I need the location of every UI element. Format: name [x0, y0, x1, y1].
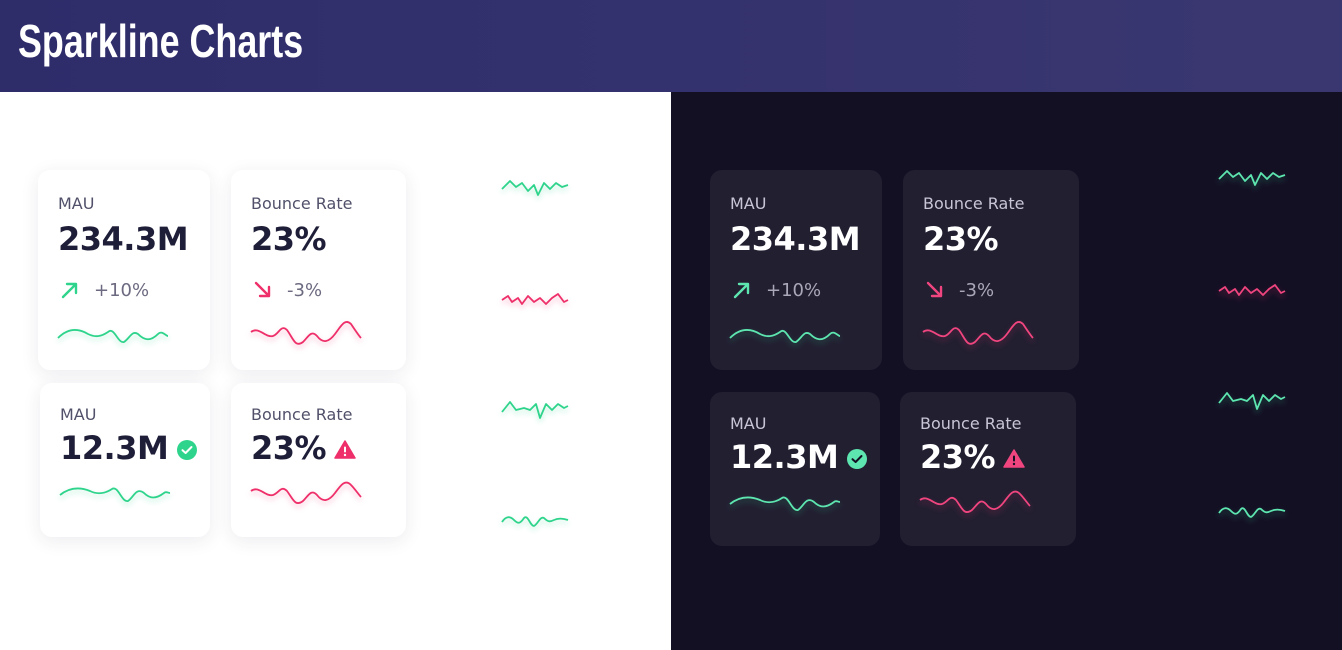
sparkline-chart	[919, 490, 1031, 513]
mau-trend-card[interactable]: MAU 234.3M +10%	[38, 170, 210, 370]
card-label: Bounce Rate	[920, 414, 1022, 433]
warning-triangle-icon	[1003, 449, 1025, 468]
page-title: Sparkline Charts	[18, 15, 304, 67]
standalone-sparkline	[1218, 170, 1286, 186]
card-value: 23%	[251, 429, 356, 467]
card-value: 23%	[251, 220, 327, 258]
bounce-status-card[interactable]: Bounce Rate 23%	[231, 383, 406, 537]
bounce-status-card[interactable]: Bounce Rate 23%	[900, 392, 1076, 546]
value-text: 23%	[920, 438, 996, 476]
trend-row: +10%	[730, 278, 821, 302]
light-theme-panel: MAU 234.3M +10% Bounce Rate 23% -3% MAU …	[0, 92, 671, 650]
sparkline-chart	[922, 321, 1034, 345]
standalone-sparkline	[501, 516, 569, 527]
card-value: 23%	[920, 438, 1025, 476]
sparkline-chart	[59, 487, 171, 502]
bounce-trend-card[interactable]: Bounce Rate 23% -3%	[903, 170, 1079, 370]
mau-status-card[interactable]: MAU 12.3M	[710, 392, 880, 546]
card-label: Bounce Rate	[251, 194, 353, 213]
card-label: MAU	[730, 194, 767, 213]
trend-change: +10%	[94, 279, 150, 301]
sparkline-chart	[250, 481, 362, 504]
card-label: MAU	[730, 414, 767, 433]
standalone-sparkline	[501, 180, 569, 196]
card-value: 12.3M	[60, 429, 198, 467]
arrow-up-right-icon	[733, 282, 750, 299]
trend-row: -3%	[251, 278, 322, 302]
trend-change: -3%	[287, 279, 323, 301]
trend-change: +10%	[766, 279, 822, 301]
sparkline-chart	[57, 329, 169, 343]
mau-trend-card[interactable]: MAU 234.3M +10%	[710, 170, 882, 370]
sparkline-chart	[729, 496, 841, 511]
check-circle-icon	[847, 449, 868, 469]
card-value: 234.3M	[730, 220, 861, 258]
standalone-sparkline	[1218, 284, 1286, 296]
sparkline-chart	[250, 321, 362, 345]
warning-triangle-icon	[334, 440, 356, 459]
arrow-up-right-icon	[61, 282, 78, 299]
standalone-sparkline	[1218, 392, 1286, 410]
trend-row: -3%	[923, 278, 994, 302]
card-label: MAU	[60, 405, 97, 424]
card-label: Bounce Rate	[923, 194, 1025, 213]
trend-row: +10%	[58, 278, 149, 302]
card-label: Bounce Rate	[251, 405, 353, 424]
sparkline-chart	[729, 329, 841, 343]
value-text: 12.3M	[60, 429, 169, 467]
standalone-sparkline	[501, 293, 569, 305]
trend-change: -3%	[959, 279, 995, 301]
arrow-down-right-icon	[926, 281, 943, 298]
check-circle-icon	[177, 440, 198, 460]
card-label: MAU	[58, 194, 95, 213]
bounce-trend-card[interactable]: Bounce Rate 23% -3%	[231, 170, 406, 370]
card-value: 23%	[923, 220, 999, 258]
value-text: 12.3M	[730, 438, 839, 476]
value-text: 23%	[251, 429, 327, 467]
standalone-sparkline	[1218, 507, 1286, 518]
card-value: 12.3M	[730, 438, 868, 476]
dark-theme-panel: MAU 234.3M +10% Bounce Rate 23% -3% MAU …	[671, 92, 1342, 650]
header-bar: Sparkline Charts	[0, 0, 1342, 92]
standalone-sparkline	[501, 401, 569, 419]
card-value: 234.3M	[58, 220, 189, 258]
arrow-down-right-icon	[254, 281, 271, 298]
mau-status-card[interactable]: MAU 12.3M	[40, 383, 210, 537]
